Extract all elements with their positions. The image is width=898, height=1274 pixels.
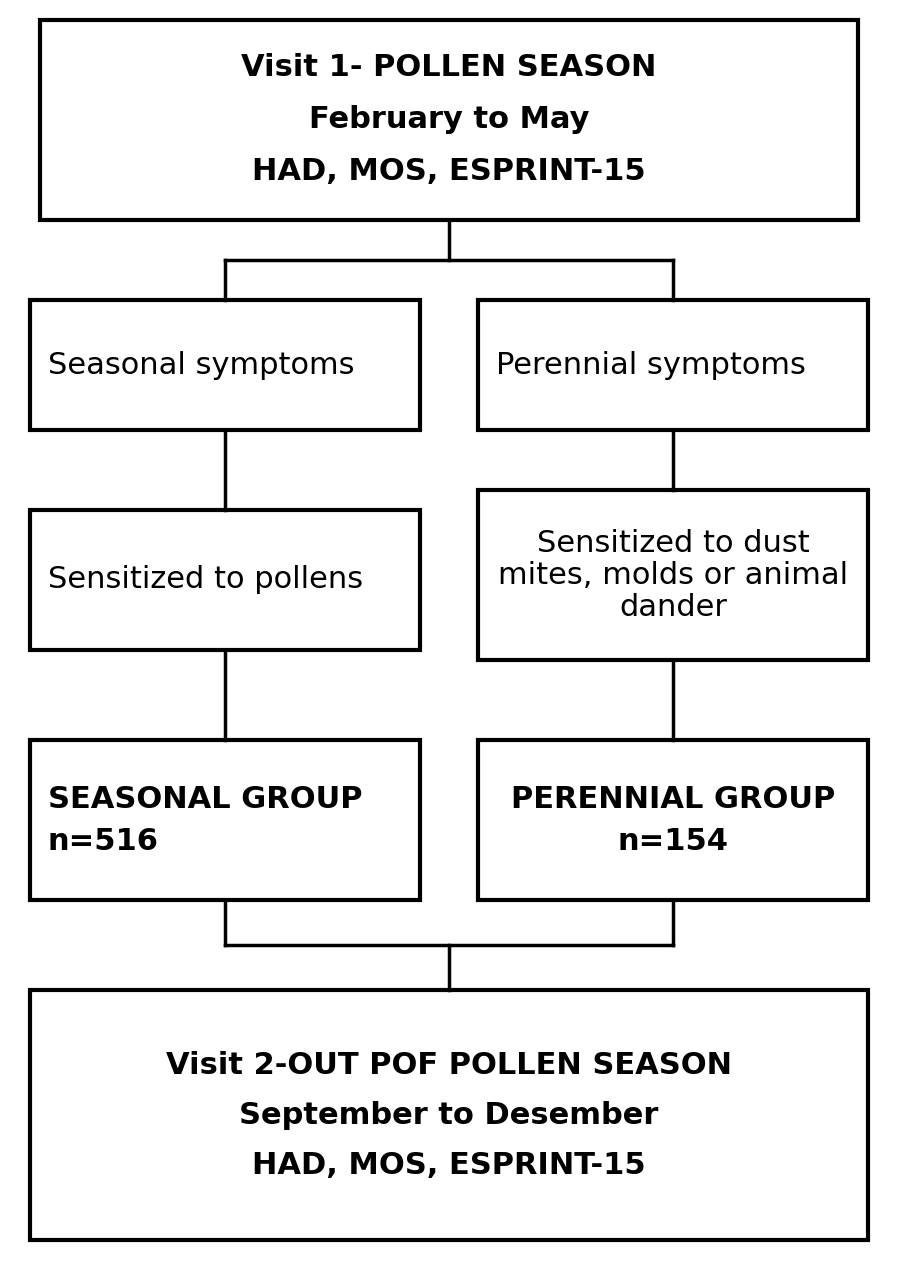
Text: SEASONAL GROUP: SEASONAL GROUP xyxy=(48,785,363,814)
Text: PERENNIAL GROUP: PERENNIAL GROUP xyxy=(511,785,835,814)
Bar xyxy=(478,299,868,431)
Text: mites, molds or animal: mites, molds or animal xyxy=(497,561,848,590)
Bar xyxy=(478,740,868,899)
Text: Seasonal symptoms: Seasonal symptoms xyxy=(48,350,355,380)
Text: HAD, MOS, ESPRINT-15: HAD, MOS, ESPRINT-15 xyxy=(252,158,646,186)
Text: Perennial symptoms: Perennial symptoms xyxy=(496,350,806,380)
Text: HAD, MOS, ESPRINT-15: HAD, MOS, ESPRINT-15 xyxy=(252,1150,646,1180)
Text: n=516: n=516 xyxy=(48,827,159,856)
Text: Sensitized to dust: Sensitized to dust xyxy=(537,529,809,558)
Bar xyxy=(30,510,420,650)
Text: February to May: February to May xyxy=(309,106,589,135)
Text: dander: dander xyxy=(619,592,727,622)
Bar xyxy=(40,20,858,220)
Text: Sensitized to pollens: Sensitized to pollens xyxy=(48,566,363,595)
Text: Visit 1- POLLEN SEASON: Visit 1- POLLEN SEASON xyxy=(242,54,656,83)
Text: Visit 2-OUT POF POLLEN SEASON: Visit 2-OUT POF POLLEN SEASON xyxy=(166,1051,732,1079)
Bar xyxy=(30,299,420,431)
Text: September to Desember: September to Desember xyxy=(239,1101,659,1130)
Text: n=154: n=154 xyxy=(618,827,728,856)
Bar xyxy=(30,990,868,1240)
Bar xyxy=(30,740,420,899)
Bar xyxy=(478,490,868,660)
